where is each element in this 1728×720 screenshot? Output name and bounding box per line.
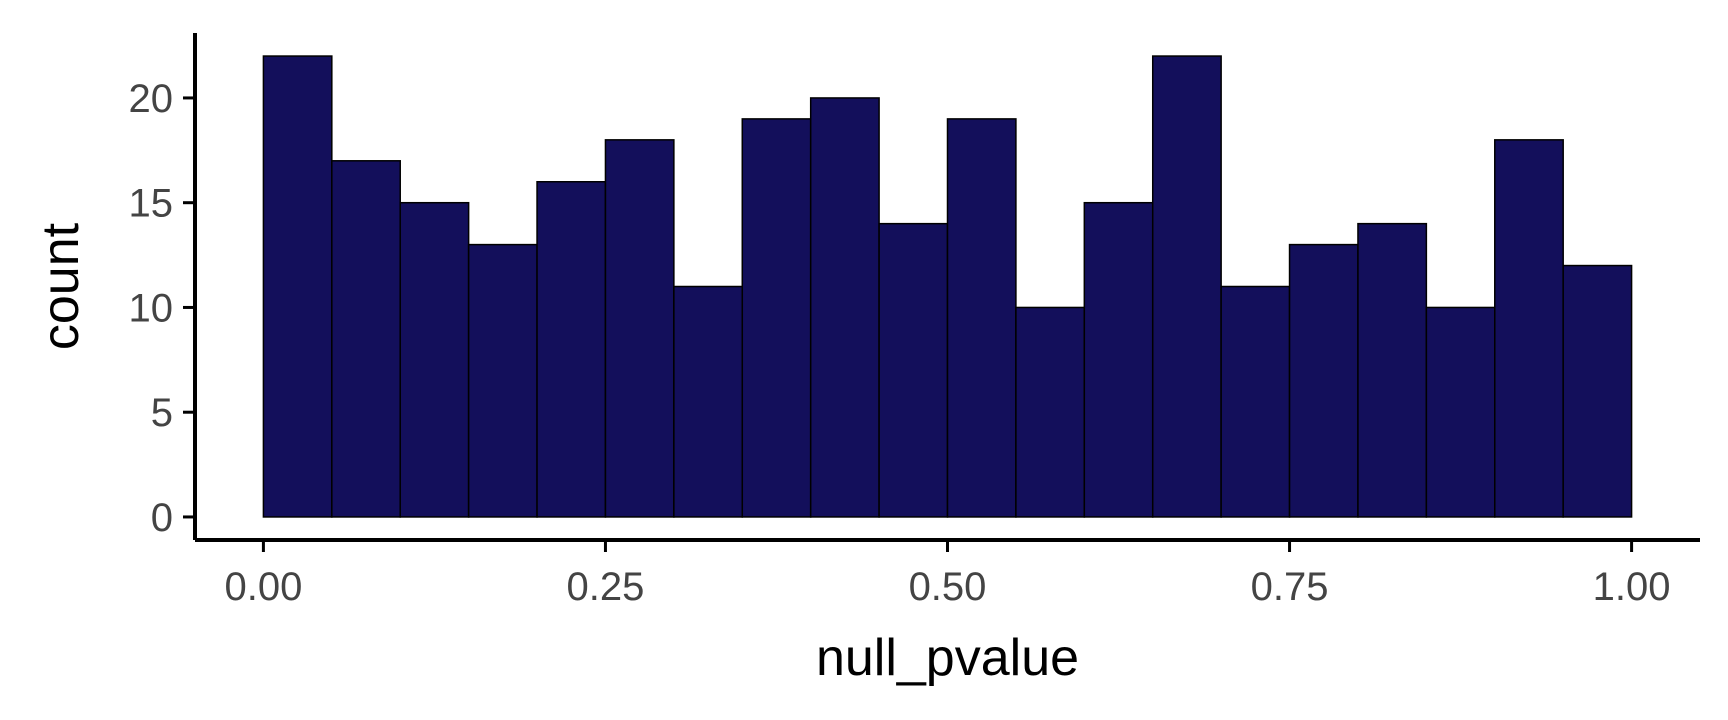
histogram-bar bbox=[946, 118, 1017, 518]
x-tick-label: 0.25 bbox=[567, 565, 645, 609]
histogram-bar bbox=[741, 118, 812, 518]
histogram-bar bbox=[1357, 222, 1428, 518]
y-tick-label: 20 bbox=[129, 77, 174, 121]
histogram-bar bbox=[809, 97, 880, 518]
histogram-bar bbox=[604, 139, 675, 518]
histogram-bar bbox=[1494, 139, 1564, 518]
histogram-bar bbox=[467, 243, 538, 518]
histogram-bar bbox=[536, 180, 607, 518]
x-tick-label: 0.75 bbox=[1251, 565, 1329, 609]
y-axis-title: count bbox=[32, 222, 90, 350]
histogram-bar bbox=[673, 285, 744, 518]
x-axis-title: null_pvalue bbox=[816, 629, 1079, 687]
y-tick-label: 10 bbox=[129, 286, 174, 330]
histogram-bar bbox=[1425, 306, 1496, 518]
histogram-bar bbox=[331, 160, 401, 518]
histogram-bar bbox=[399, 201, 470, 518]
x-tick-label: 1.00 bbox=[1593, 565, 1671, 609]
x-tick-label: 0.00 bbox=[224, 565, 302, 609]
histogram-bar bbox=[1083, 201, 1154, 518]
y-ticks-group: 0 5 10 15 20 bbox=[129, 77, 195, 540]
histogram-bar bbox=[1562, 264, 1633, 518]
x-ticks-group: 0.00 0.25 0.50 0.75 1.00 bbox=[224, 540, 1671, 609]
y-tick-label: 0 bbox=[151, 496, 173, 540]
histogram-bar bbox=[1151, 55, 1222, 518]
histogram-bar bbox=[1288, 243, 1359, 518]
y-tick-label: 15 bbox=[129, 182, 174, 226]
histogram-bar bbox=[262, 55, 333, 518]
histogram-bar bbox=[878, 222, 949, 518]
histogram-bar bbox=[1015, 306, 1086, 518]
histogram-bar bbox=[1220, 285, 1291, 518]
x-tick-label: 0.50 bbox=[909, 565, 987, 609]
y-tick-label: 5 bbox=[151, 391, 173, 435]
bars-group bbox=[262, 55, 1633, 518]
